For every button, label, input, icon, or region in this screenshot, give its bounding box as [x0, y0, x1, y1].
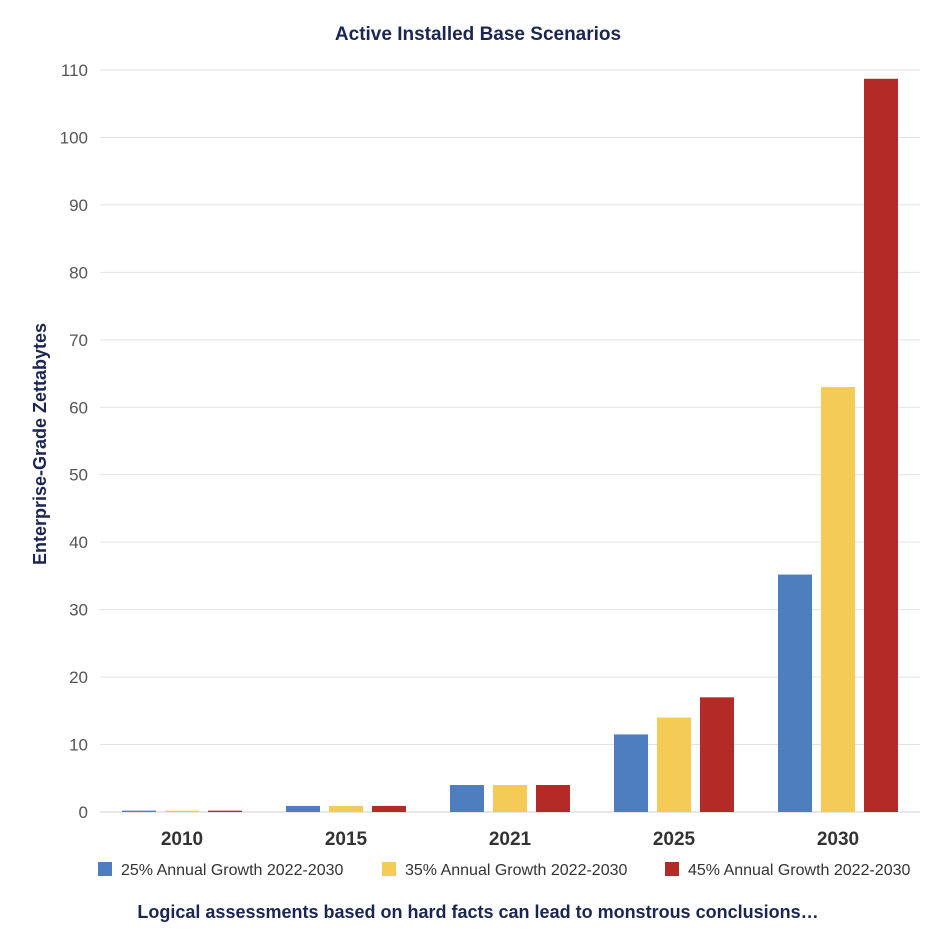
y-tick-label: 110 — [61, 61, 88, 80]
bar — [450, 785, 484, 812]
y-tick-label: 0 — [79, 803, 88, 822]
x-tick-label: 2030 — [817, 829, 859, 850]
y-tick-label: 80 — [69, 263, 88, 282]
bar — [329, 805, 363, 812]
x-axis-ticks: 2010 2015 2021 2025 2030 — [161, 829, 859, 850]
chart-title: Active Installed Base Scenarios — [335, 24, 621, 45]
y-tick-label: 30 — [69, 601, 88, 620]
y-tick-label: 70 — [69, 331, 88, 350]
bar — [286, 805, 320, 812]
bar — [700, 697, 734, 812]
y-tick-label: 10 — [69, 736, 88, 755]
bar — [657, 717, 691, 812]
y-tick-label: 50 — [69, 466, 88, 485]
x-tick-label: 2021 — [489, 829, 532, 850]
x-tick-label: 2015 — [325, 829, 368, 850]
legend: 25% Annual Growth 2022-2030 35% Annual Gr… — [98, 862, 910, 879]
legend-swatch — [98, 862, 112, 876]
legend-label: 35% Annual Growth 2022-2030 — [405, 862, 627, 879]
y-tick-label: 40 — [69, 533, 88, 552]
legend-label: 45% Annual Growth 2022-2030 — [688, 862, 910, 879]
bar — [493, 785, 527, 812]
y-tick-label: 60 — [69, 398, 88, 417]
gridlines — [100, 69, 920, 813]
bar — [122, 810, 156, 812]
bar — [864, 78, 898, 812]
y-tick-label: 20 — [69, 668, 88, 687]
bar — [372, 805, 406, 812]
x-tick-label: 2010 — [161, 829, 203, 850]
bar — [614, 734, 648, 812]
y-axis-label: Enterprise-Grade Zettabytes — [30, 323, 50, 565]
bars — [122, 78, 898, 812]
y-tick-label: 90 — [69, 196, 88, 215]
bar — [778, 574, 812, 812]
y-axis-ticks: 0 10 20 30 40 50 60 70 80 90 100 110 — [60, 61, 88, 822]
legend-swatch — [382, 862, 396, 876]
legend-swatch — [665, 862, 679, 876]
y-tick-label: 100 — [60, 128, 88, 147]
bar — [821, 387, 855, 812]
footnote: Logical assessments based on hard facts … — [137, 902, 818, 922]
legend-label: 25% Annual Growth 2022-2030 — [121, 862, 343, 879]
bar — [165, 810, 199, 812]
bar — [208, 810, 242, 812]
x-tick-label: 2025 — [653, 829, 696, 850]
bar — [536, 785, 570, 812]
